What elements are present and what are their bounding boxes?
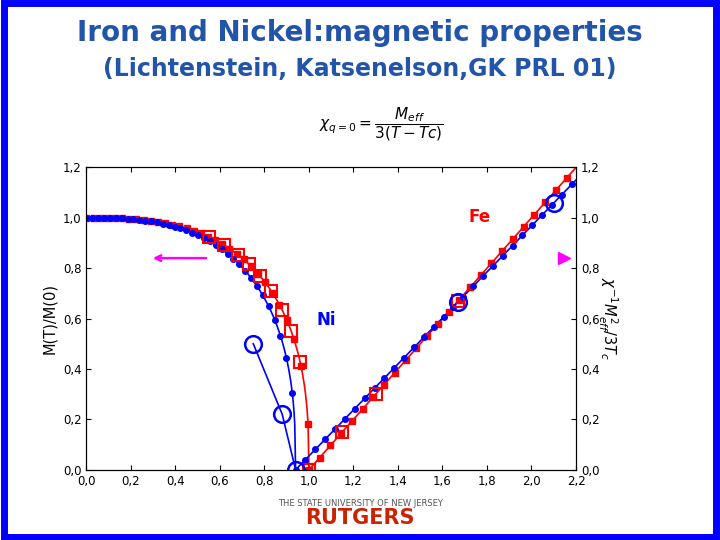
Text: RUTGERS: RUTGERS <box>305 508 415 529</box>
Text: Fe: Fe <box>468 208 490 226</box>
Y-axis label: M(T)/M(0): M(T)/M(0) <box>42 283 57 354</box>
Text: THE STATE UNIVERSITY OF NEW JERSEY: THE STATE UNIVERSITY OF NEW JERSEY <box>278 499 442 508</box>
Text: Iron and Nickel:magnetic properties: Iron and Nickel:magnetic properties <box>77 19 643 47</box>
Text: $\chi_{q=0} = \dfrac{M_{eff}}{3(T - Tc)}$: $\chi_{q=0} = \dfrac{M_{eff}}{3(T - Tc)}… <box>319 105 444 143</box>
Text: Ni: Ni <box>317 310 336 329</box>
Y-axis label: $\chi^{-1}M_{eff}^{2}/3T_c$: $\chi^{-1}M_{eff}^{2}/3T_c$ <box>596 277 619 360</box>
Text: (Lichtenstein, Katsenelson,GK PRL 01): (Lichtenstein, Katsenelson,GK PRL 01) <box>103 57 617 80</box>
